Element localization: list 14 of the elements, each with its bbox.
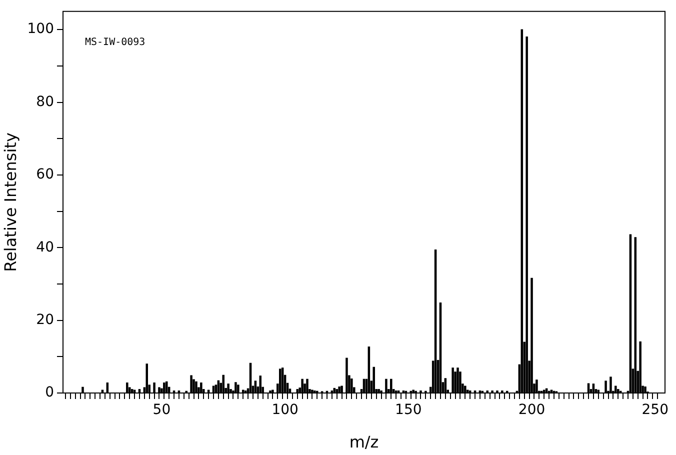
x-tick-label: 150 (395, 402, 422, 418)
y-axis-title: Relative Intensity (0, 132, 20, 272)
x-tick-label: 100 (272, 402, 298, 418)
annotation: MS-IW-0093 (85, 36, 146, 48)
x-tick-label: 250 (642, 402, 668, 418)
y-tick-label: 0 (45, 384, 54, 401)
y-tick-label: 60 (36, 166, 54, 183)
y-tick-label: 20 (36, 312, 54, 328)
x-tick-label: 50 (152, 402, 171, 418)
y-tick-label: 100 (27, 21, 54, 38)
x-axis-title: m/z (349, 432, 379, 452)
y-tick-label: 40 (36, 239, 54, 256)
x-tick-label: 200 (518, 402, 546, 418)
y-tick-label: 80 (36, 94, 54, 110)
